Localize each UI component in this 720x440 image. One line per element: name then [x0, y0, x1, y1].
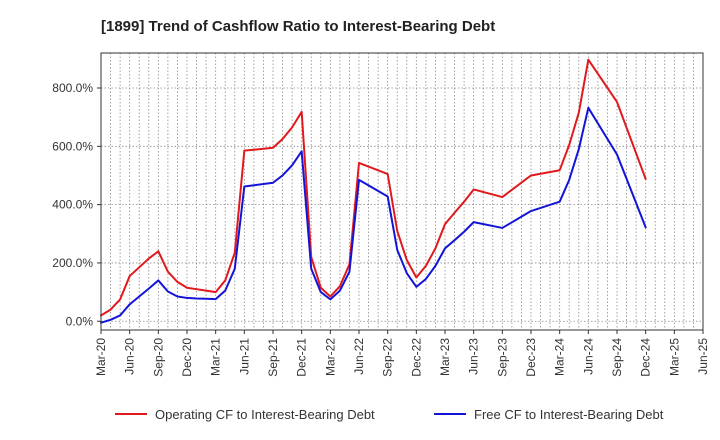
x-tick-label: Dec-22	[409, 338, 423, 377]
series-layer	[100, 58, 647, 324]
x-tick-label: Dec-20	[180, 338, 194, 377]
x-tick-label: Sep-20	[151, 338, 165, 377]
x-tick-label: Dec-23	[524, 338, 538, 377]
y-tick-label: 800.0%	[52, 81, 93, 95]
x-tick-label: Jun-21	[237, 338, 251, 375]
x-tick-label: Dec-21	[295, 338, 309, 377]
y-tick-label: 400.0%	[52, 198, 93, 212]
x-tick-label: Jun-25	[696, 338, 710, 375]
x-tick-label: Mar-22	[323, 338, 337, 376]
legend-label-2: Free CF to Interest-Bearing Debt	[474, 407, 664, 422]
y-tick-label: 200.0%	[52, 256, 93, 270]
x-tick-label: Mar-23	[438, 338, 452, 376]
series-line-2	[100, 106, 647, 324]
x-tick-label: Jun-23	[467, 338, 481, 375]
x-tick-label: Sep-21	[266, 338, 280, 377]
x-tick-label: Mar-21	[209, 338, 223, 376]
x-tick-label: Jun-20	[123, 338, 137, 375]
x-tick-label: Mar-20	[94, 338, 108, 376]
x-tick-label: Dec-24	[639, 338, 653, 377]
legend: Operating CF to Interest-Bearing Debt Fre…	[115, 407, 664, 422]
series-line-1	[100, 58, 647, 317]
plot-frame	[100, 52, 704, 331]
legend-label-1: Operating CF to Interest-Bearing Debt	[155, 407, 375, 422]
x-tick-label: Mar-24	[553, 338, 567, 376]
chart-title: [1899] Trend of Cashflow Ratio to Intere…	[101, 18, 495, 35]
x-tick-label: Sep-24	[610, 338, 624, 377]
x-tick-label: Mar-25	[667, 338, 681, 376]
y-tick-label: 600.0%	[52, 139, 93, 153]
y-tick-label: 0.0%	[66, 314, 94, 328]
x-tick-label: Sep-22	[381, 338, 395, 377]
y-axis-ticks: 0.0% 200.0% 400.0% 600.0% 800.0%	[52, 81, 101, 328]
x-tick-label: Sep-23	[495, 338, 509, 377]
grid-layer	[100, 53, 704, 330]
x-axis-ticks: Mar-20 Jun-20 Sep-20 Dec-20 Mar-21 Jun-21 Sep-…	[94, 330, 710, 377]
x-tick-label: Jun-24	[581, 338, 595, 375]
x-tick-label: Jun-22	[352, 338, 366, 375]
